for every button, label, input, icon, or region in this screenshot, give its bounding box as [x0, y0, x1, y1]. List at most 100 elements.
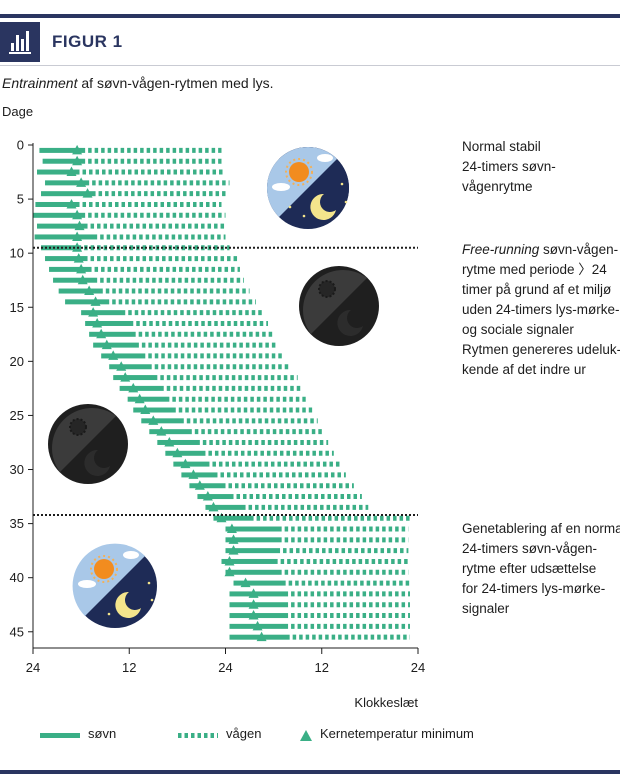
sleep-bar [205, 504, 246, 510]
tmin-marker [74, 220, 85, 231]
y-tick-label: 25 [10, 408, 24, 423]
y-tick-label: 35 [10, 516, 24, 531]
tmin-marker [256, 631, 267, 642]
sleep-bar [34, 234, 98, 240]
note-line: for 24-timers lys-mørke- [462, 581, 606, 596]
tmin-marker [76, 177, 87, 187]
y-tick-label: 0 [17, 138, 24, 153]
tmin-marker [148, 415, 159, 425]
sleep-bar [85, 320, 134, 326]
sleep-bar [225, 537, 282, 543]
note-line: Normal stabil [462, 139, 541, 154]
sleep-bar [149, 429, 192, 435]
sun-moon-icon [266, 146, 350, 229]
tmin-marker [228, 545, 239, 555]
tmin-marker [66, 166, 77, 177]
tmin-marker [194, 480, 205, 490]
sleep-bar [141, 418, 184, 424]
note-line: Rytmen genereres udeluk- [462, 342, 620, 357]
note-line: timer på grund af et miljø [462, 282, 612, 297]
sleep-bar [225, 548, 281, 554]
sleep-bar [157, 439, 200, 445]
tmin-marker [72, 209, 83, 220]
sleep-bar [229, 591, 289, 597]
sleep-bar [37, 223, 88, 229]
tmin-marker [208, 501, 219, 512]
y-tick-label: 15 [10, 300, 24, 315]
sleep-bar [165, 450, 206, 456]
bar-chart-icon [0, 22, 40, 62]
sleep-bar [49, 266, 92, 272]
sleep-bar [101, 353, 146, 359]
sleep-bar [58, 288, 103, 294]
tmin-marker [84, 285, 95, 296]
note-free-running: Free-running søvn-vågen- rytme med perio… [462, 240, 620, 380]
sleep-bar [229, 602, 289, 608]
tmin-marker [248, 588, 259, 598]
tmin-marker [72, 144, 83, 155]
y-tick-label: 20 [10, 354, 24, 369]
tmin-marker [108, 350, 119, 360]
note-line: Genetablering af en normal [462, 521, 620, 536]
y-tick-label: 40 [10, 570, 24, 585]
legend-tmin-swatch [300, 730, 312, 741]
tmin-marker [72, 231, 83, 241]
sleep-bar [197, 494, 234, 500]
sleep-bar [189, 483, 226, 489]
sleep-bar [133, 407, 176, 413]
x-tick-label: 12 [315, 660, 329, 675]
note-line: signaler [462, 601, 510, 616]
x-axis-label: Klokkeslæt [354, 695, 418, 710]
tmin-marker [90, 296, 101, 306]
y-tick-label: 10 [10, 246, 24, 261]
sleep-bar [119, 385, 164, 391]
bottom-rule [0, 770, 620, 774]
legend-tmin-label: Kernetemperatur minimum [320, 726, 474, 741]
note-reentrainment: Genetablering af en normal 24-timers søv… [462, 519, 620, 619]
tmin-marker [96, 328, 107, 339]
sleep-bar [81, 310, 126, 316]
x-tick-label: 12 [122, 660, 136, 675]
x-tick-label: 24 [26, 660, 40, 675]
sleep-bar [45, 180, 90, 186]
tmin-marker [134, 393, 145, 404]
legend-sleep-swatch [40, 733, 80, 738]
tmin-marker [164, 436, 175, 447]
note-line: kende af det indre ur [462, 362, 586, 377]
tmin-marker [156, 426, 167, 436]
sleep-bar [113, 375, 158, 381]
tmin-marker [128, 382, 139, 393]
sleep-bar [181, 472, 218, 478]
legend-sleep-label: søvn [88, 726, 117, 741]
tmin-marker [248, 610, 259, 620]
note-line: vågenrytme [462, 179, 533, 194]
tmin-marker [116, 361, 127, 371]
sleep-bar [233, 580, 286, 586]
y-tick-label: 30 [10, 462, 24, 477]
subtitle-emphasis: Entrainment [2, 75, 78, 91]
y-tick-label: 45 [10, 624, 24, 639]
figure-label: FIGUR 1 [52, 32, 123, 51]
tmin-marker [226, 523, 237, 534]
tmin-marker [180, 458, 191, 469]
sleep-bar [109, 364, 152, 370]
tmin-marker [216, 512, 227, 523]
x-tick-label: 24 [218, 660, 232, 675]
tmin-marker [101, 339, 112, 350]
sleep-bar [35, 201, 80, 207]
note-line: rytme med periode 〉24 [462, 262, 607, 277]
x-tick-label: 24 [411, 660, 425, 675]
sleep-bar [65, 299, 110, 305]
tmin-marker [224, 555, 235, 566]
y-axis-label: Dage [2, 104, 33, 119]
tmin-marker [172, 447, 183, 458]
tmin-marker [120, 372, 131, 382]
tmin-marker [73, 253, 84, 263]
tmin-marker [240, 577, 251, 588]
tmin-marker [76, 263, 87, 274]
sleep-bar [225, 526, 282, 532]
dark-sun-moon-icon [299, 266, 379, 346]
sleep-bar [93, 342, 139, 348]
sleep-bar [41, 191, 96, 197]
